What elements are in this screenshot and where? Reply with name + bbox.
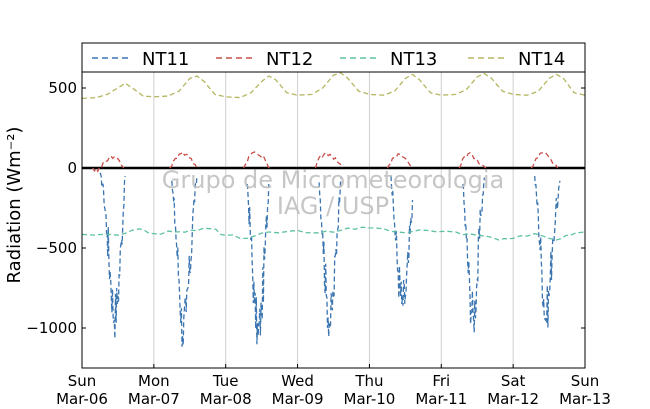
x-tick-date: Mar-10 xyxy=(344,390,396,408)
y-ticks: 500 0 −500 −1000 xyxy=(26,79,585,337)
watermark-line-1: Grupo de Micrometeorologia xyxy=(162,166,504,194)
legend-label-nt12: NT12 xyxy=(266,49,313,70)
y-tick-label: −1000 xyxy=(26,319,77,337)
x-tick-day: Sat xyxy=(501,372,526,390)
x-tick-day: Thu xyxy=(354,372,383,390)
x-tick-date: Mar-06 xyxy=(56,390,108,408)
x-tick-day: Mon xyxy=(138,372,170,390)
x-tick-date: Mar-11 xyxy=(415,390,467,408)
legend-label-nt11: NT11 xyxy=(142,49,189,70)
y-tick-label: 0 xyxy=(67,159,77,177)
x-ticks: SunMar-06MonMar-07TueMar-08WedMar-09ThuM… xyxy=(56,364,611,408)
legend-label-nt14: NT14 xyxy=(518,49,565,70)
series-line-nt12 xyxy=(92,151,559,173)
series-line-nt14 xyxy=(81,72,586,100)
x-tick-date: Mar-12 xyxy=(487,390,539,408)
x-tick-day: Sun xyxy=(571,372,600,390)
watermark: Grupo de Micrometeorologia IAG / USP xyxy=(162,166,504,220)
y-axis-label: Radiation (Wm⁻²) xyxy=(4,127,25,284)
watermark-line-2: IAG / USP xyxy=(277,192,389,220)
x-tick-day: Wed xyxy=(281,372,314,390)
x-tick-day: Sun xyxy=(68,372,97,390)
legend: NT11 NT12 NT13 NT14 xyxy=(81,42,586,73)
plot-frame xyxy=(81,71,586,369)
series-lines xyxy=(81,72,586,347)
x-tick-date: Mar-13 xyxy=(559,390,611,408)
grid-lines xyxy=(153,72,514,368)
series-line-nt13 xyxy=(81,226,586,241)
x-tick-date: Mar-09 xyxy=(272,390,324,408)
y-tick-label: 500 xyxy=(48,79,77,97)
x-tick-date: Mar-08 xyxy=(200,390,252,408)
series-line-nt11 xyxy=(99,172,561,347)
y-tick-label: −500 xyxy=(36,239,77,257)
legend-label-nt13: NT13 xyxy=(390,49,437,70)
x-tick-date: Mar-07 xyxy=(128,390,180,408)
x-tick-day: Tue xyxy=(212,372,239,390)
x-tick-day: Fri xyxy=(432,372,450,390)
